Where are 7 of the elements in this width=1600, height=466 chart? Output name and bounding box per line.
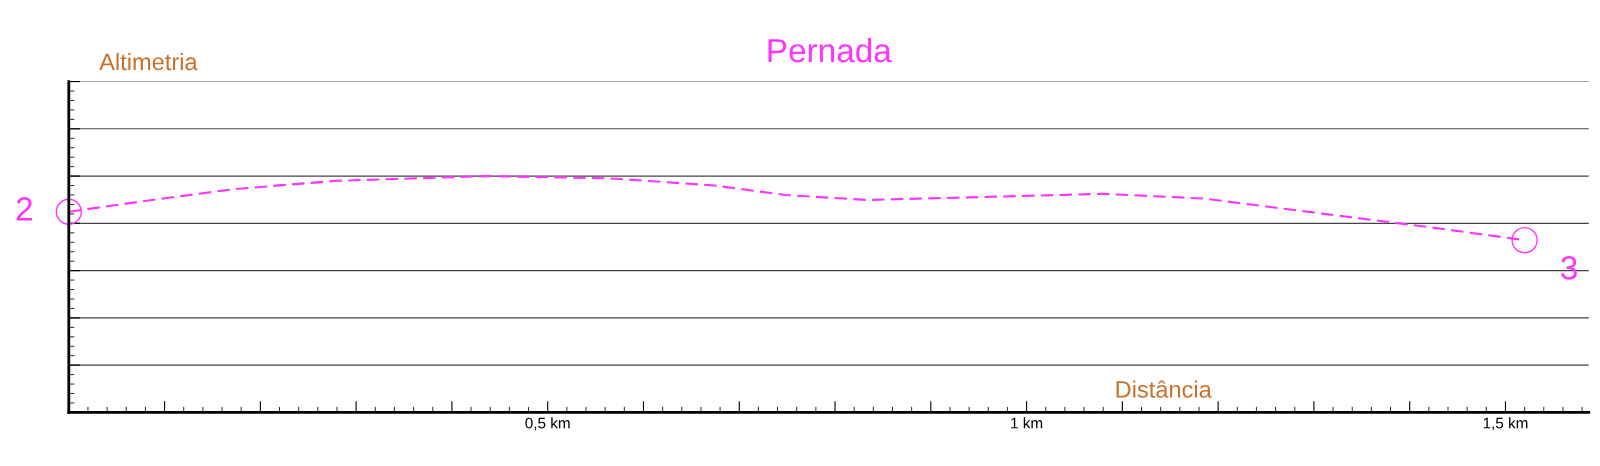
chart-title: Pernada <box>768 37 892 63</box>
y-axis-title: Altimetria <box>99 52 198 71</box>
annotation: 2 <box>16 197 32 221</box>
x-tick-label: 0,5 km <box>525 417 570 431</box>
x-tick-label: 1,5 km <box>1483 417 1528 431</box>
x-tick-label: 1 km <box>1011 417 1043 429</box>
x-axis-title: Distância <box>1116 380 1212 398</box>
